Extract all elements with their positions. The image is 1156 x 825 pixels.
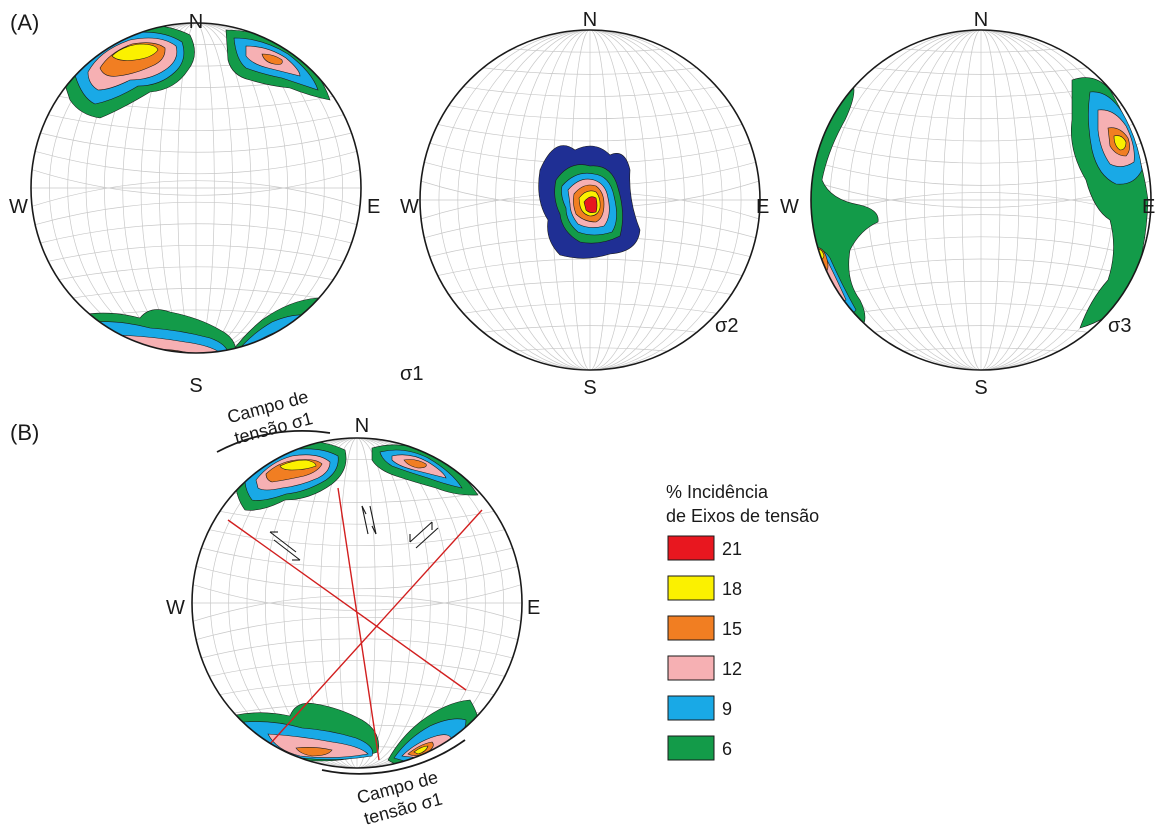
panel-a-label: (A) <box>10 10 39 35</box>
legend-swatch <box>667 575 715 601</box>
stress-field-arc-south <box>321 739 466 775</box>
fault-line-ne-sw <box>269 509 483 745</box>
south-label: S <box>189 375 202 397</box>
legend-swatch <box>667 735 715 761</box>
primitive-circle <box>810 29 1152 371</box>
panel-b-label: (B) <box>10 420 39 445</box>
density-contours <box>59 24 331 353</box>
east-label: E <box>367 196 380 218</box>
legend-swatch <box>667 535 715 561</box>
west-label: W <box>400 196 419 218</box>
south-label: S <box>974 377 987 399</box>
legend-value: 21 <box>722 539 742 559</box>
sigma2-label: σ2 <box>715 315 738 337</box>
north-label: N <box>189 11 203 33</box>
shear-arrow-n <box>361 505 377 535</box>
west-label: W <box>780 196 799 218</box>
stereonet-sigma3: N S W E σ3 <box>780 9 1155 399</box>
contour-18-nw <box>279 459 317 471</box>
legend-items: 21 18 15 12 9 6 <box>667 535 742 761</box>
contour-18-e <box>1113 135 1127 151</box>
legend-title-line1: % Incidência <box>666 482 769 502</box>
legend-swatch <box>667 695 715 721</box>
stereonet-grid <box>420 30 760 370</box>
legend-value: 18 <box>722 579 742 599</box>
north-label: N <box>355 415 369 437</box>
south-label: S <box>583 377 596 399</box>
legend-value: 12 <box>722 659 742 679</box>
west-label: W <box>9 196 28 218</box>
shear-arrow-nw <box>269 531 301 561</box>
primitive-circle <box>191 437 523 769</box>
stereonet-sigma2: N S W E σ2 <box>400 9 769 399</box>
sigma1-label: σ1 <box>400 363 423 385</box>
stereonet-combined: N W E Campo de tensão σ1 Campo de tensão… <box>166 386 540 825</box>
stress-field-label-north: Campo de tensão σ1 <box>225 386 315 448</box>
legend-value: 6 <box>722 739 732 759</box>
contour-15-sw <box>295 747 333 757</box>
contour-18-nw <box>111 43 159 61</box>
stress-field-arc-north <box>216 429 331 453</box>
density-contours <box>538 145 641 259</box>
contour-12-sw <box>114 334 225 353</box>
contour-15-ne <box>261 53 283 65</box>
north-label: N <box>974 9 988 31</box>
legend-swatch <box>667 655 715 681</box>
fault-line-n-s <box>337 487 380 761</box>
contour-21-center <box>583 196 598 213</box>
contour-18-se <box>253 345 271 353</box>
east-label: E <box>1142 196 1155 218</box>
north-label: N <box>583 9 597 31</box>
stress-field-label-south: Campo de tensão σ1 <box>355 767 445 825</box>
legend-value: 9 <box>722 699 732 719</box>
east-label: E <box>756 196 769 218</box>
stereonet-sigma1: N S W E σ1 <box>9 11 423 397</box>
shear-arrow-ne <box>409 521 439 549</box>
contour-15-ne <box>403 459 427 469</box>
density-contours <box>811 77 1149 331</box>
legend-value: 15 <box>722 619 742 639</box>
sigma3-label: σ3 <box>1108 315 1131 337</box>
fault-line-nw-se <box>227 519 467 691</box>
east-label: E <box>527 597 540 619</box>
contour-18-se <box>413 745 429 755</box>
shear-sense-arrows <box>269 505 439 561</box>
primitive-circle <box>419 29 761 371</box>
conjugate-fault-lines <box>227 487 483 761</box>
legend-swatch <box>667 615 715 641</box>
west-label: W <box>166 597 185 619</box>
contour-12-sw <box>267 733 369 758</box>
primitive-circle <box>30 22 362 354</box>
legend: % Incidência de Eixos de tensão 21 18 15 12… <box>666 482 819 761</box>
legend-title-line2: de Eixos de tensão <box>666 506 819 526</box>
